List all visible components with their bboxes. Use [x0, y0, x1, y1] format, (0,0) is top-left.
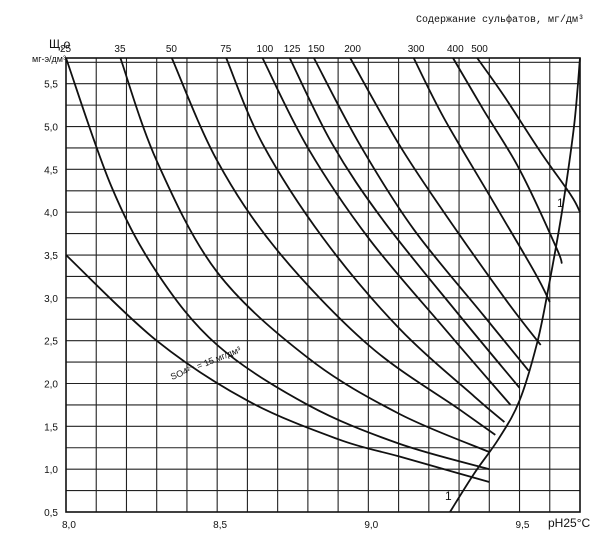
- curve-sulfate-300: [412, 57, 551, 303]
- curve-sulfate-25: [65, 57, 490, 471]
- curve-sulfate-75: [225, 57, 505, 423]
- y-tick-label: 3,0: [44, 294, 58, 305]
- y-axis-label: Щ,о: [49, 37, 71, 51]
- top-tick-label: 75: [220, 44, 232, 55]
- top-tick-label: 125: [284, 44, 301, 55]
- top-tick-labels: 25 35 50 75 100 125 150 200 300 400 500: [60, 44, 488, 55]
- y-tick-label: 5,5: [44, 80, 58, 91]
- curve-sulfate-500: [476, 57, 581, 213]
- y-tick-label: 0,5: [44, 508, 58, 519]
- curve-sulfate-200: [349, 57, 542, 346]
- x-tick-label: 8,5: [213, 520, 227, 531]
- top-tick-label: 400: [447, 44, 464, 55]
- curve-sulfate-100: [261, 57, 512, 406]
- top-tick-label: 100: [257, 44, 274, 55]
- x-axis-label: pH25°C: [548, 516, 590, 530]
- top-tick-label: 200: [344, 44, 361, 55]
- x-tick-label: 8,0: [62, 520, 76, 531]
- top-tick-label: 50: [166, 44, 178, 55]
- x-tick-label: 9,0: [364, 520, 378, 531]
- x-tick-label: 9,5: [516, 520, 530, 531]
- boundary-curve-1: [449, 57, 581, 513]
- top-tick-label: 300: [408, 44, 425, 55]
- top-axis-title: Содержание сульфатов, мг/дм³: [416, 13, 584, 26]
- y-tick-label: 1,5: [44, 422, 58, 433]
- x-tick-labels: 8,0 8,5 9,0 9,5: [62, 520, 530, 531]
- curve-so4-15: [65, 254, 490, 483]
- boundary-label-bottom: 1: [445, 489, 452, 503]
- top-tick-label: 35: [114, 44, 126, 55]
- curve-sulfate-125: [288, 57, 521, 389]
- horizontal-gridlines: [66, 61, 580, 492]
- boundary-label-top: 1: [557, 196, 564, 210]
- curve-sulfate-150: [313, 57, 530, 372]
- y-axis-units: мг-э/дм³: [32, 54, 66, 64]
- y-tick-label: 2,5: [44, 337, 58, 348]
- curve-sulfate-50: [170, 57, 496, 436]
- y-tick-labels: 0,5 1,0 1,5 2,0 2,5 3,0 3,5 4,0 4,5 5,0 5,5: [44, 80, 58, 519]
- y-tick-label: 4,5: [44, 165, 58, 176]
- plot-frame: [65, 57, 581, 513]
- y-tick-label: 4,0: [44, 208, 58, 219]
- top-tick-label: 150: [308, 44, 325, 55]
- y-tick-label: 1,0: [44, 465, 58, 476]
- top-tick-label: 500: [471, 44, 488, 55]
- y-tick-label: 2,0: [44, 380, 58, 391]
- sulfate-curves: [65, 57, 581, 483]
- top-tick-label: 25: [60, 44, 72, 55]
- y-tick-label: 3,5: [44, 251, 58, 262]
- y-tick-label: 5,0: [44, 123, 58, 134]
- curve-sulfate-400: [452, 57, 563, 264]
- curve-sulfate-35: [119, 57, 490, 453]
